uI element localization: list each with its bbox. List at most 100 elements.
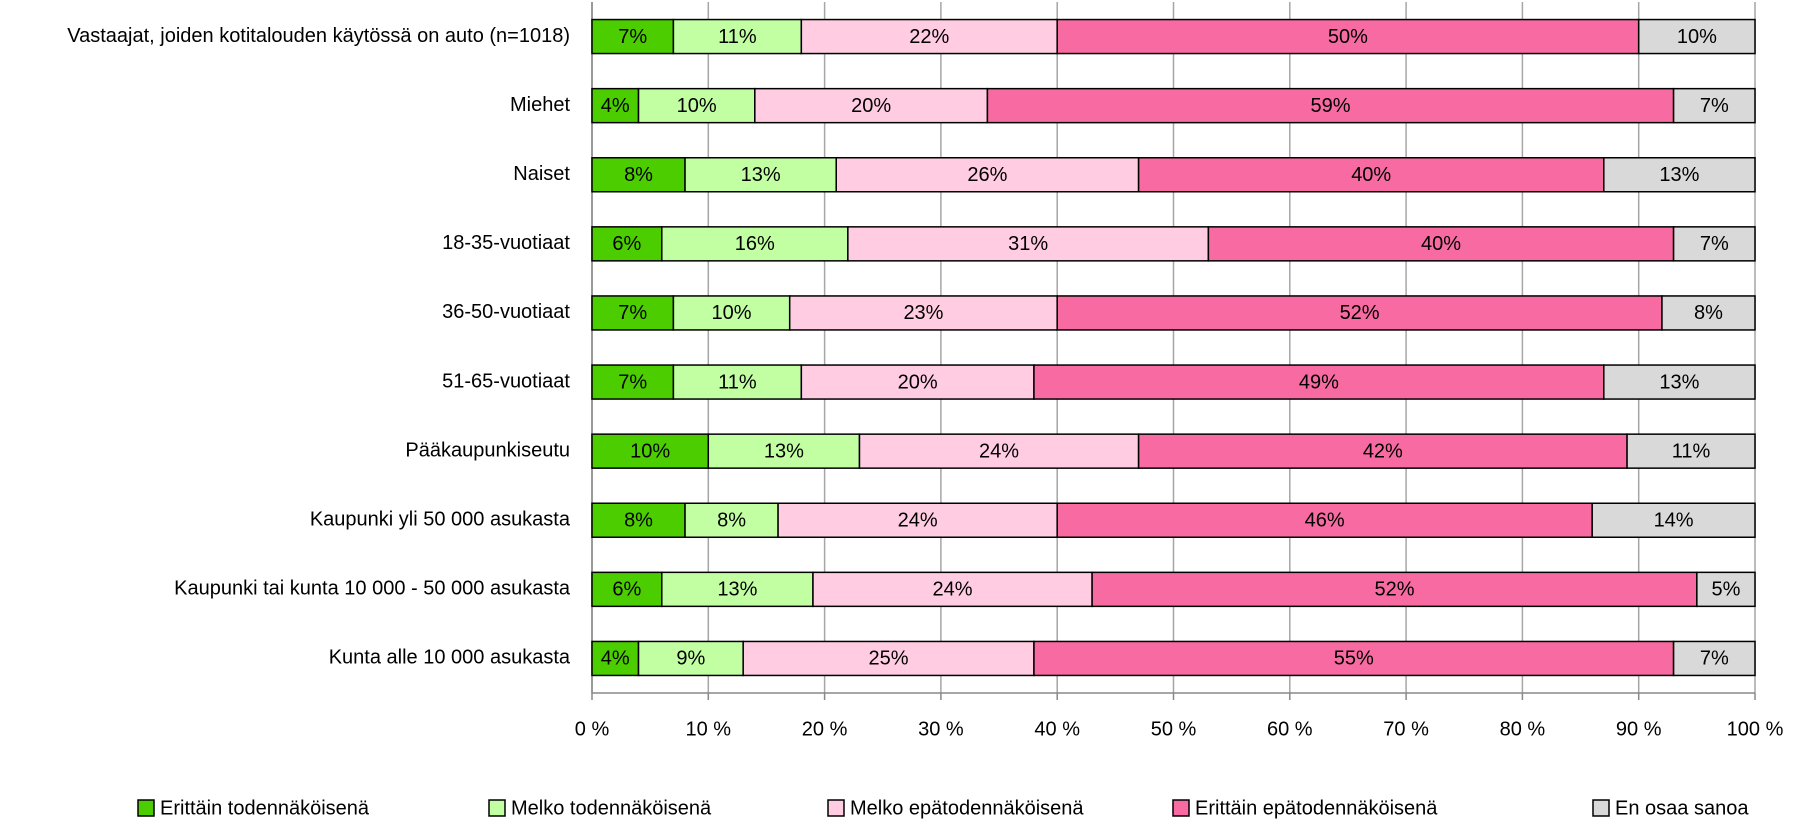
data-label: 11% bbox=[718, 371, 757, 393]
data-label: 14% bbox=[1654, 510, 1694, 532]
bar-segment bbox=[591, 502, 686, 538]
data-label: 4% bbox=[601, 95, 630, 117]
bar-segment bbox=[591, 157, 686, 193]
data-label: 7% bbox=[1700, 95, 1729, 117]
bar-segment bbox=[1603, 157, 1756, 193]
data-label: 26% bbox=[967, 164, 1007, 186]
data-label: 20% bbox=[898, 371, 938, 393]
data-label: 13% bbox=[1659, 164, 1699, 186]
bar-segment bbox=[672, 295, 791, 331]
bar-segment bbox=[1137, 157, 1605, 193]
data-label: 22% bbox=[909, 26, 949, 48]
data-label: 31% bbox=[1008, 233, 1048, 255]
y-tick-label: Vastaajat, joiden kotitalouden käytössä … bbox=[67, 25, 570, 47]
bar-segment bbox=[1672, 640, 1756, 677]
bar-segment bbox=[835, 157, 1140, 193]
data-label: 55% bbox=[1334, 648, 1374, 670]
bar-segment bbox=[661, 226, 849, 262]
bar-segment bbox=[1672, 226, 1756, 262]
x-tick-label: 10 % bbox=[686, 718, 732, 740]
x-tick-label: 20 % bbox=[802, 718, 848, 740]
data-label: 20% bbox=[851, 95, 891, 117]
bar-segment bbox=[1033, 640, 1675, 677]
bar-segment bbox=[1033, 364, 1605, 400]
bar-segment bbox=[684, 157, 837, 193]
data-label: 13% bbox=[764, 440, 804, 462]
bar-segment bbox=[591, 18, 675, 55]
bar-segment bbox=[684, 502, 779, 538]
data-label: 7% bbox=[1700, 648, 1729, 670]
legend-swatch bbox=[488, 799, 506, 817]
data-label: 7% bbox=[618, 26, 647, 48]
data-label: 8% bbox=[624, 164, 653, 186]
data-label: 7% bbox=[618, 371, 647, 393]
data-label: 10% bbox=[677, 95, 717, 117]
bar-segment bbox=[812, 571, 1093, 608]
data-label: 13% bbox=[741, 164, 781, 186]
y-tick-label: Miehet bbox=[510, 94, 570, 116]
bar-segment bbox=[754, 87, 989, 124]
x-tick-label: 90 % bbox=[1616, 718, 1662, 740]
bar-segment bbox=[1591, 502, 1756, 538]
y-tick-label: Kaupunki yli 50 000 asukasta bbox=[310, 509, 571, 531]
data-label: 11% bbox=[1672, 440, 1711, 462]
bar-segment bbox=[591, 364, 675, 400]
data-label: 4% bbox=[601, 648, 630, 670]
legend-swatch bbox=[1172, 799, 1190, 817]
y-tick-label: Naiset bbox=[513, 163, 570, 185]
bar-segment bbox=[591, 295, 675, 331]
bar-segment bbox=[672, 18, 803, 55]
bar-segment bbox=[637, 640, 744, 677]
x-tick-label: 60 % bbox=[1267, 718, 1313, 740]
y-tick-label: 51-65-vuotiaat bbox=[442, 370, 570, 392]
y-tick-label: 36-50-vuotiaat bbox=[442, 301, 570, 323]
data-label: 24% bbox=[898, 510, 938, 532]
bar-segment bbox=[742, 640, 1035, 677]
bar-segment bbox=[800, 364, 1035, 400]
bar-segment bbox=[707, 433, 861, 469]
data-label: 6% bbox=[612, 579, 641, 601]
x-tick-label: 70 % bbox=[1383, 718, 1429, 740]
legend-label: Erittäin todennäköisenä bbox=[160, 797, 370, 819]
y-tick-label: Kunta alle 10 000 asukasta bbox=[329, 647, 571, 669]
data-label: 11% bbox=[718, 26, 757, 48]
bar-segment bbox=[858, 433, 1140, 469]
bar-segment bbox=[1056, 502, 1593, 538]
data-label: 8% bbox=[624, 510, 653, 532]
data-label: 59% bbox=[1310, 95, 1350, 117]
bar-segment bbox=[800, 18, 1058, 55]
x-tick-label: 80 % bbox=[1500, 718, 1546, 740]
bar-segment bbox=[1672, 87, 1756, 124]
data-label: 24% bbox=[933, 579, 973, 601]
x-tick-label: 50 % bbox=[1151, 718, 1197, 740]
bar-segment bbox=[1626, 433, 1756, 469]
legend-swatch bbox=[827, 799, 845, 817]
bar-segment bbox=[847, 226, 1210, 262]
data-label: 52% bbox=[1340, 302, 1380, 324]
data-label: 6% bbox=[612, 233, 641, 255]
data-label: 8% bbox=[717, 510, 746, 532]
data-label: 40% bbox=[1351, 164, 1391, 186]
bar-segment bbox=[1056, 295, 1663, 331]
bar-segment bbox=[1661, 295, 1756, 331]
data-label: 13% bbox=[1659, 371, 1699, 393]
bar-segment bbox=[1603, 364, 1756, 400]
bar-segment bbox=[1056, 18, 1640, 55]
data-label: 5% bbox=[1711, 579, 1740, 601]
data-label: 49% bbox=[1299, 371, 1339, 393]
data-label: 52% bbox=[1374, 579, 1414, 601]
data-label: 24% bbox=[979, 440, 1019, 462]
y-tick-label: Pääkaupunkiseutu bbox=[405, 439, 570, 461]
data-label: 10% bbox=[712, 302, 752, 324]
y-tick-label: Kaupunki tai kunta 10 000 - 50 000 asuka… bbox=[174, 578, 571, 600]
data-label: 46% bbox=[1305, 510, 1345, 532]
data-label: 16% bbox=[735, 233, 775, 255]
data-label: 7% bbox=[1700, 233, 1729, 255]
legend-swatch bbox=[1592, 799, 1610, 817]
legend-label: Melko epätodennäköisenä bbox=[850, 797, 1084, 819]
data-label: 8% bbox=[1694, 302, 1723, 324]
data-label: 7% bbox=[618, 302, 647, 324]
data-label: 50% bbox=[1328, 26, 1368, 48]
bar-segment bbox=[777, 502, 1058, 538]
